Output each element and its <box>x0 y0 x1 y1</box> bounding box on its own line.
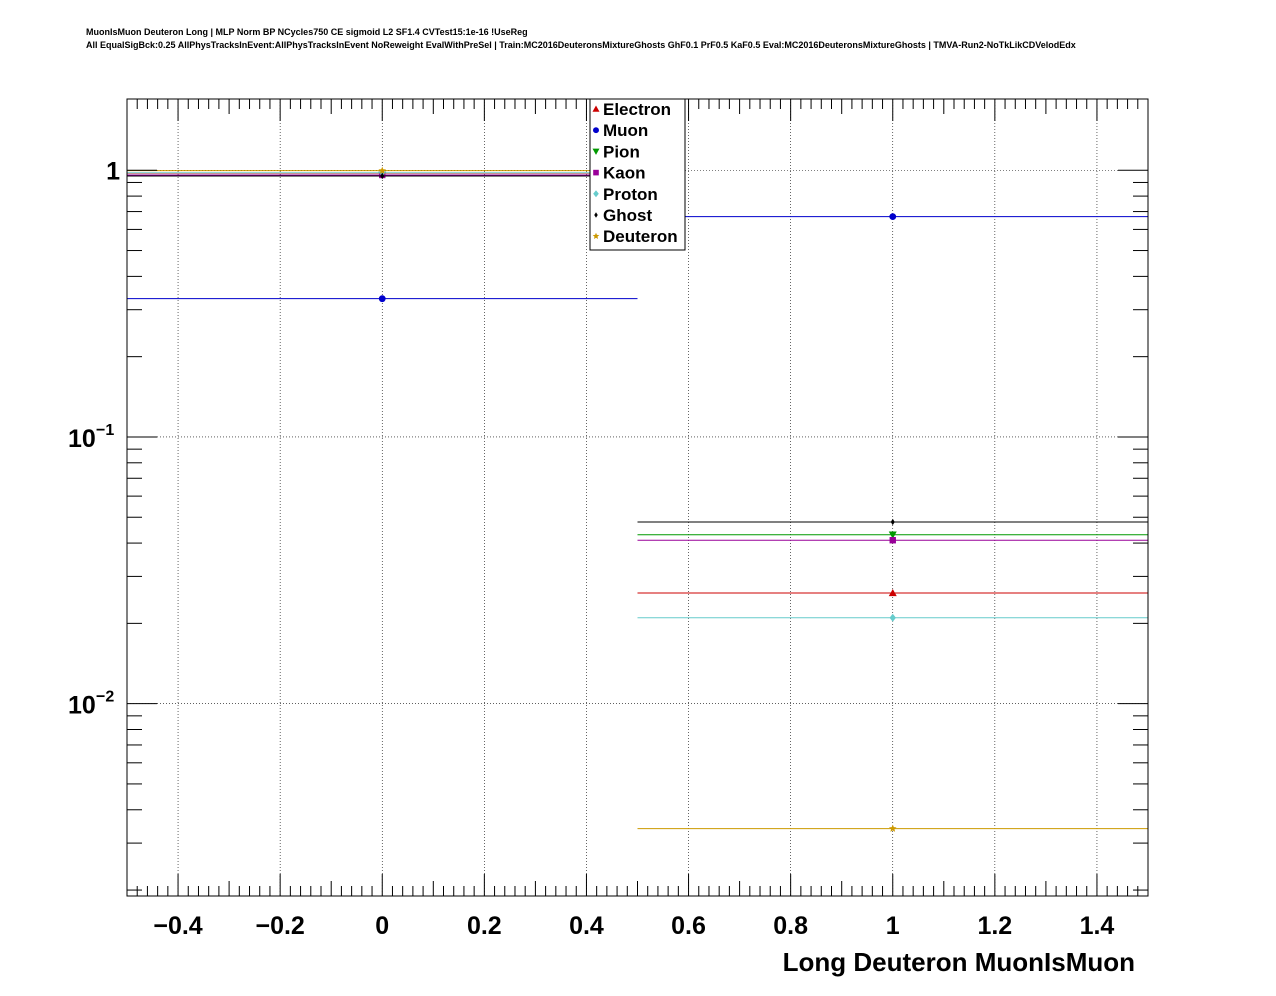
y-tick-label: 10 −1 <box>68 422 114 453</box>
x-tick-label: 0 <box>375 912 389 940</box>
legend: Electron Muon Pion Kaon Proton Ghost Deuteron <box>589 98 686 251</box>
x-tick-label: 1 <box>886 912 900 940</box>
series-ghost <box>127 172 1148 526</box>
y-tick-label: 10 −2 <box>68 689 114 720</box>
y-tick-label-exponent: −1 <box>96 422 114 439</box>
chart-title-line-2: All EqualSigBck:0.25 AllPhysTracksInEven… <box>86 40 1076 50</box>
series-layer <box>127 166 1148 832</box>
legend-label: Proton <box>603 185 658 204</box>
data-point-marker <box>592 105 600 112</box>
series-muon <box>127 213 1148 303</box>
x-tick-label: 1.2 <box>977 912 1012 940</box>
legend-label: Deuteron <box>603 227 678 246</box>
data-point-marker <box>889 613 896 622</box>
data-point-marker <box>594 212 598 218</box>
legend-box <box>589 98 686 251</box>
y-tick-label: 1 <box>106 157 120 185</box>
chart-title-line-1: MuonIsMuon Deuteron Long | MLP Norm BP N… <box>86 27 528 37</box>
legend-entry-ghost: Ghost <box>594 206 652 225</box>
legend-entry-deuteron: Deuteron <box>592 227 678 246</box>
data-point-marker <box>592 148 600 155</box>
data-point-marker <box>889 537 896 544</box>
data-point-marker <box>890 518 895 526</box>
x-tick-label: 0.6 <box>671 912 706 940</box>
x-axis-label: Long Deuteron MuonIsMuon <box>783 947 1135 977</box>
data-point-marker <box>593 127 599 134</box>
x-tick-label: 0.8 <box>773 912 808 940</box>
legend-entry-muon: Muon <box>593 121 648 140</box>
data-point-marker <box>888 588 897 597</box>
legend-label: Kaon <box>603 164 646 183</box>
series-deuteron <box>127 166 1148 832</box>
legend-label: Pion <box>603 142 640 161</box>
x-tick-label: −0.2 <box>255 912 304 940</box>
axis-ticks <box>126 99 1149 896</box>
legend-label: Muon <box>603 121 648 140</box>
legend-entry-proton: Proton <box>593 185 658 204</box>
data-point-marker <box>593 169 599 176</box>
data-point-marker <box>592 232 600 240</box>
x-tick-label: 0.2 <box>467 912 502 940</box>
legend-label: Electron <box>603 100 671 119</box>
legend-label: Ghost <box>603 206 652 225</box>
data-point-marker <box>593 190 599 198</box>
legend-entry-kaon: Kaon <box>593 164 646 183</box>
x-tick-label: −0.4 <box>153 912 202 940</box>
x-tick-label: 0.4 <box>569 912 604 940</box>
y-tick-label-exponent: −2 <box>96 689 114 706</box>
data-point-marker <box>378 166 387 174</box>
legend-entry-pion: Pion <box>592 142 640 161</box>
y-tick-label-base: 10 <box>68 692 96 720</box>
x-tick-label: 1.4 <box>1080 912 1115 940</box>
legend-entry-electron: Electron <box>592 100 671 119</box>
grid <box>127 99 1148 896</box>
data-point-marker <box>378 295 386 303</box>
data-point-marker <box>380 172 385 180</box>
y-tick-label-base: 10 <box>68 425 96 453</box>
data-point-marker <box>889 213 897 221</box>
data-point-marker <box>888 531 897 539</box>
data-point-marker <box>888 824 897 832</box>
